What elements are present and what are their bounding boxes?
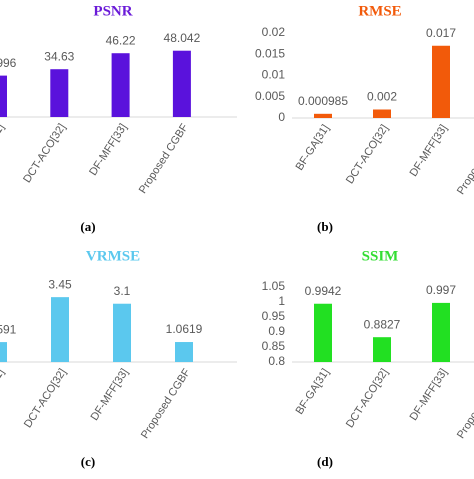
value-label: 34.63	[44, 49, 74, 63]
y-tick-label: 0.85	[262, 339, 286, 353]
x-tick-label: DF-MFF[33]	[87, 122, 129, 178]
chart-title: PSNR	[93, 3, 132, 19]
x-tick-label: DCT-ACO[32]	[344, 367, 391, 430]
chart-panel: VRMSE (c) BF-GA[31] 1.0591 DCT-ACO[32] 3.45 DF…	[0, 248, 237, 469]
bar	[432, 302, 450, 362]
y-tick-label: 0.9	[268, 324, 285, 338]
value-label: 1.0591	[0, 322, 17, 336]
chart-title: RMSE	[358, 3, 401, 19]
bar	[51, 297, 69, 362]
value-label: 0.002	[367, 90, 397, 104]
value-label: 3.1	[114, 284, 131, 298]
value-label: 3.45	[48, 277, 72, 291]
bar	[172, 50, 191, 117]
x-tick-label: BF-GA[31]	[294, 367, 332, 417]
bar	[175, 342, 193, 362]
value-label: 0.000985	[298, 94, 348, 108]
x-tick-label: DF-MFF[33]	[408, 367, 450, 423]
chart-title: VRMSE	[86, 248, 140, 264]
bar	[50, 69, 69, 117]
bar	[432, 45, 450, 118]
bar	[0, 75, 7, 117]
chart-title: SSIM	[362, 248, 399, 264]
y-tick-label: 0.95	[262, 309, 286, 323]
bar	[111, 53, 130, 117]
y-tick-label: 0.01	[262, 68, 286, 82]
x-tick-label: BF-GA[31]	[294, 123, 332, 173]
value-label: 48.042	[164, 31, 201, 45]
chart-panel: RMSE (b) 0 0.005 0.01 0.015 0.02 BF-GA[31] 0.000…	[255, 3, 474, 234]
x-tick-label: DF-MFF[33]	[408, 123, 450, 179]
value-label: 29.996	[0, 56, 17, 70]
caption: (d)	[317, 454, 333, 469]
y-tick-label: 1.05	[262, 279, 286, 293]
x-tick-label: Proposed CGBF	[137, 121, 191, 195]
bar	[314, 303, 332, 362]
x-tick-label: DF-MFF[33]	[89, 367, 131, 423]
y-tick-label: 0	[278, 110, 285, 124]
bar	[373, 109, 391, 118]
value-label: 46.22	[106, 33, 136, 47]
value-label: 0.9942	[305, 284, 342, 298]
x-tick-label: BF-GA[31]	[0, 367, 7, 417]
x-tick-label: DCT-ACO[32]	[344, 123, 391, 186]
y-tick-label: 0.02	[262, 25, 286, 39]
x-tick-label: Proposed CGBF	[455, 122, 474, 196]
value-label: 1.0619	[166, 322, 203, 336]
bar	[0, 342, 7, 362]
x-tick-label: DCT-ACO[32]	[21, 122, 68, 185]
value-label: 0.997	[426, 283, 456, 297]
y-tick-label: 0.015	[255, 46, 285, 60]
bar	[113, 303, 131, 362]
chart-panel: PSNR (a) BF-GA[31] 29.996 DCT-ACO[32] 34.63 DF…	[0, 3, 237, 234]
y-tick-label: 1	[278, 294, 285, 308]
y-tick-label: 0.8	[268, 354, 285, 368]
x-tick-label: DCT-ACO[32]	[22, 367, 69, 430]
caption: (c)	[81, 454, 95, 469]
bar	[314, 113, 332, 118]
caption: (b)	[317, 219, 333, 234]
bar	[373, 337, 391, 362]
x-tick-label: BF-GA[31]	[0, 122, 7, 172]
caption: (a)	[80, 219, 95, 234]
x-tick-label: Proposed CGBF	[139, 366, 193, 440]
x-tick-label: Proposed CGBF	[455, 366, 474, 440]
value-label: 0.8827	[364, 317, 401, 331]
value-label: 0.017	[426, 26, 456, 40]
y-tick-label: 0.005	[255, 89, 285, 103]
